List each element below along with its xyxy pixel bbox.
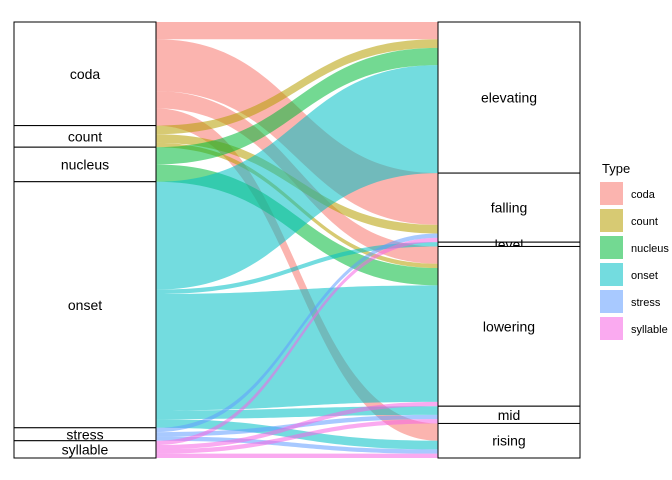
legend-swatch-onset <box>600 263 623 286</box>
flow-syllable-to-mid <box>156 419 438 454</box>
left-stratum-onset <box>13 181 157 429</box>
left-stratum-coda <box>13 21 157 127</box>
right-stratum-label: rising <box>492 433 525 449</box>
right-stratum-falling <box>437 172 581 243</box>
right-stratum-label: falling <box>491 200 528 216</box>
flow-coda-to-rising <box>156 108 438 441</box>
legend-swatch-nucleus <box>600 236 623 259</box>
left-stratum-label: onset <box>68 297 102 313</box>
right-stratum-lowering <box>437 245 581 407</box>
legend-label-nucleus: nucleus <box>631 243 669 255</box>
flow-syllable-to-falling <box>156 237 438 446</box>
flow-onset-to-lowering <box>156 285 438 411</box>
left-stratum-label: coda <box>70 66 101 82</box>
left-stratum-label: count <box>68 128 102 144</box>
legend-swatch-coda <box>600 182 623 205</box>
left-stratum-syllable <box>13 440 157 459</box>
right-stratum-elevating <box>437 21 581 174</box>
flow-coda-to-elevating <box>156 22 438 40</box>
right-stratum-rising <box>437 422 581 459</box>
flow-onset-to-elevating <box>156 65 438 290</box>
legend-label-syllable: syllable <box>631 324 668 336</box>
flow-stress-to-falling <box>156 233 438 433</box>
left-stratum-label: nucleus <box>61 156 109 172</box>
right-stratum-label: mid <box>498 407 521 423</box>
flow-syllable-to-lowering <box>156 401 438 450</box>
right-stratum-label: elevating <box>481 90 537 106</box>
left-stratum-label: stress <box>66 426 103 442</box>
legend-title: Type <box>602 161 630 176</box>
legend-swatch-stress <box>600 290 623 313</box>
legend-label-count: count <box>631 216 658 228</box>
flow-count-to-elevating <box>156 39 438 135</box>
legend-label-coda: coda <box>631 189 656 201</box>
flow-nucleus-to-elevating <box>156 47 438 165</box>
legend: Type coda count nucleus onset stress syllable <box>600 161 669 340</box>
legend-swatch-syllable <box>600 317 623 340</box>
flow-onset-to-level <box>156 242 438 294</box>
legend-swatch-count <box>600 209 623 232</box>
legend-label-stress: stress <box>631 297 661 309</box>
flows-layer <box>156 22 438 458</box>
legend-label-onset: onset <box>631 270 658 282</box>
flow-syllable-to-rising <box>156 453 438 458</box>
right-stratum-label: lowering <box>483 318 535 334</box>
left-stratum-label: syllable <box>62 441 109 457</box>
